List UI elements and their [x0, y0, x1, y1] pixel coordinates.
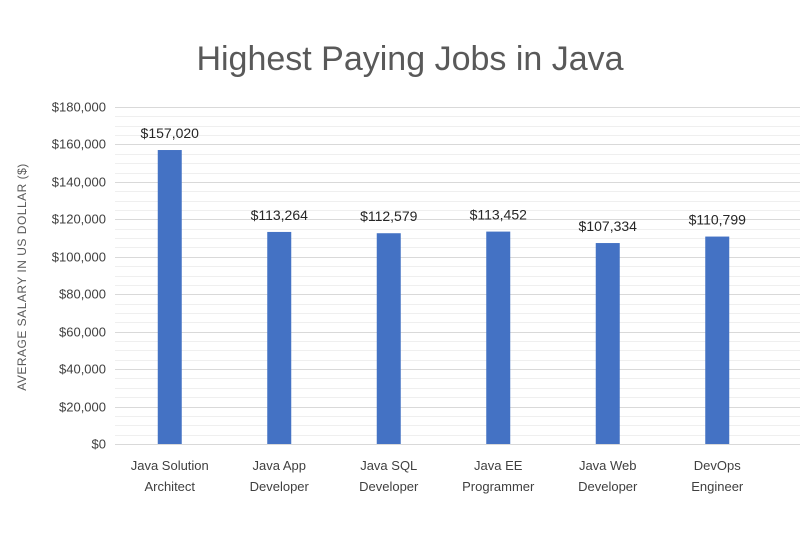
bars — [157, 150, 730, 444]
y-tick-label: $180,000 — [52, 100, 106, 115]
bar — [705, 236, 730, 444]
x-category-label: Java App — [253, 458, 307, 473]
data-label: $157,020 — [141, 125, 200, 141]
y-tick-label: $0 — [92, 437, 106, 452]
data-label: $107,334 — [579, 218, 638, 234]
data-label: $112,579 — [360, 208, 418, 224]
x-category-label: Architect — [144, 479, 195, 494]
y-tick-label: $60,000 — [59, 325, 106, 340]
gridlines — [115, 107, 800, 445]
data-labels: $157,020 $113,264 $112,579 $113,452 $107,334… — [141, 125, 747, 234]
data-label: $113,264 — [251, 207, 309, 223]
y-axis-tick-labels: $0 $20,000 $40,000 $60,000 $80,000 $100,000 $1… — [52, 100, 106, 452]
x-category-label: Java SQL — [360, 458, 417, 473]
y-tick-label: $140,000 — [52, 175, 106, 190]
x-category-label: Developer — [359, 479, 419, 494]
chart-title: Highest Paying Jobs in Java — [196, 40, 623, 78]
y-tick-label: $40,000 — [59, 362, 106, 377]
x-category-label: Developer — [250, 479, 310, 494]
bar — [595, 243, 620, 444]
x-category-label: DevOps — [694, 458, 741, 473]
bar — [157, 150, 182, 444]
y-tick-label: $160,000 — [52, 137, 106, 152]
bar — [267, 231, 292, 444]
x-category-label: Programmer — [462, 479, 535, 494]
x-category-label: Java Solution — [131, 458, 209, 473]
bar — [486, 231, 511, 444]
y-tick-label: $20,000 — [59, 400, 106, 415]
y-tick-label: $120,000 — [52, 212, 106, 227]
y-tick-label: $100,000 — [52, 250, 106, 265]
y-tick-label: $80,000 — [59, 287, 106, 302]
y-axis-title: AVERAGE SALARY IN US DOLLAR ($) — [15, 163, 29, 391]
x-category-label: Java Web — [579, 458, 637, 473]
x-axis-category-labels: Java Solution Architect Java App Developer J… — [131, 458, 744, 494]
data-label: $113,452 — [470, 207, 528, 223]
x-category-label: Java EE — [474, 458, 523, 473]
data-label: $110,799 — [689, 212, 747, 228]
minor-gridlines — [115, 116, 800, 436]
x-category-label: Engineer — [691, 479, 744, 494]
bar — [376, 233, 401, 444]
x-category-label: Developer — [578, 479, 638, 494]
